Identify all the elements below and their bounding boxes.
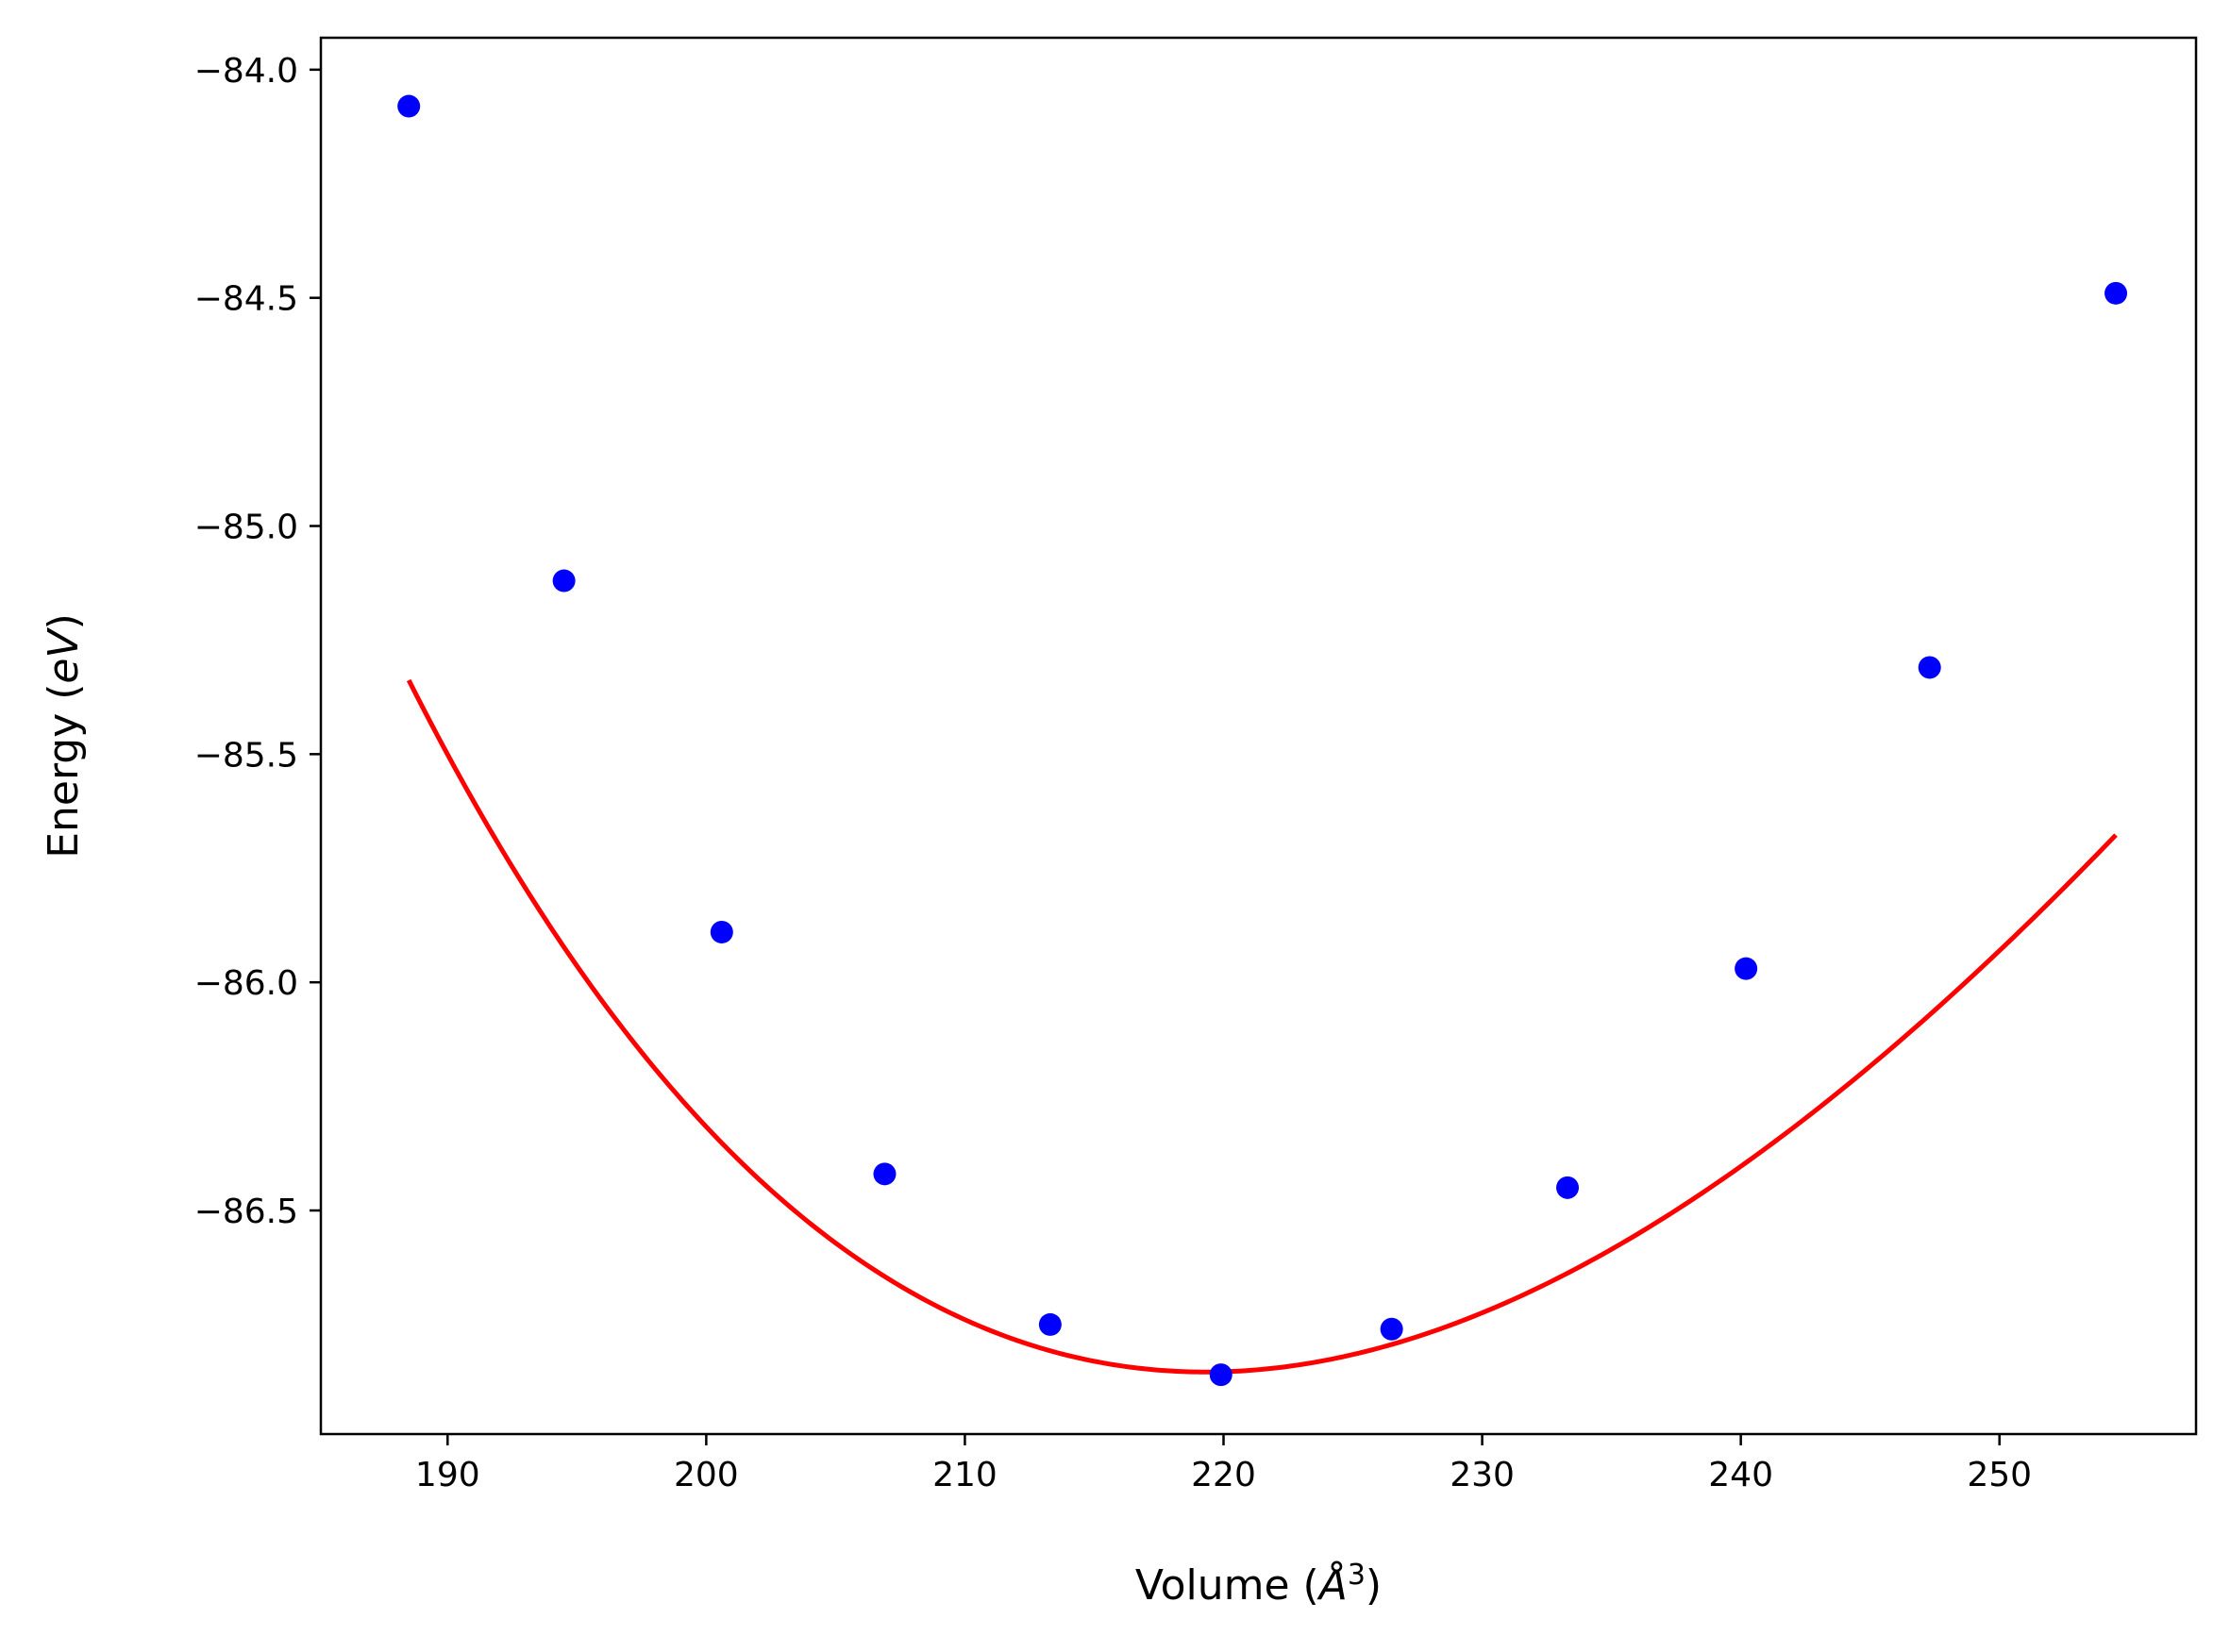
data-point [1038,1312,1062,1336]
fit-curve-line [406,678,2118,1375]
axes: 190 200 210 220 230 240 250 −84.0 −84.5 −85.0 −85.… [194,36,2198,1494]
x-tick-label: 200 [674,1456,739,1494]
data-point [1735,957,1758,980]
x-tick-label: 240 [1708,1456,1773,1494]
data-point [710,920,733,943]
data-point [397,94,421,118]
data-point [552,569,576,592]
x-tick-label: 250 [1967,1456,2032,1494]
x-tick-label: 190 [415,1456,480,1494]
x-tick-label: 230 [1450,1456,1515,1494]
y-tick-label: −86.5 [194,1193,298,1231]
y-axis-label: Energy (eV) [40,613,88,859]
y-tick-label: −85.0 [194,509,298,547]
data-point [1209,1363,1232,1387]
data-point [1380,1317,1403,1341]
y-tick-label: −84.5 [194,280,298,319]
y-tick-label: −86.0 [194,964,298,1003]
x-tick-label: 210 [932,1456,998,1494]
axes-frame [319,36,2198,1436]
x-tick-label: 220 [1191,1456,1256,1494]
y-tick-label: −85.5 [194,736,298,775]
y-tick-label: −84.0 [194,52,298,91]
plot-area [397,94,2128,1387]
x-axis-label: Volume (Å3) [1135,1559,1382,1610]
data-point [1918,656,1941,679]
data-point [1556,1176,1580,1199]
data-point [873,1162,897,1186]
data-point [2104,281,2128,305]
